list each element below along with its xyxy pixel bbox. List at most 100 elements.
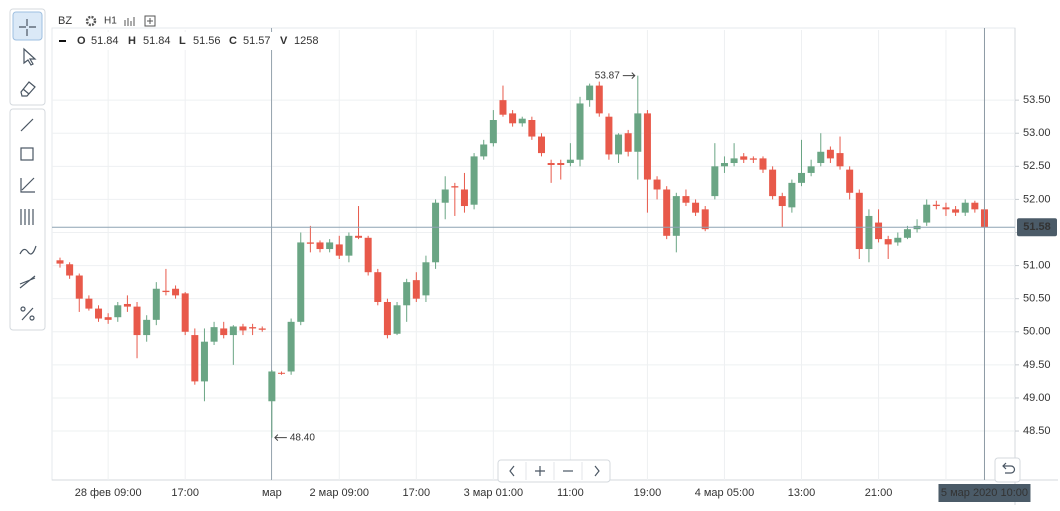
legend-key: H: [128, 35, 136, 47]
candle-body: [942, 207, 950, 210]
low-annotation: 48.40: [290, 432, 315, 443]
legend-key: C: [229, 35, 237, 47]
legend-key: V: [280, 35, 288, 47]
candle-body: [788, 182, 796, 208]
scroll-left[interactable]: [509, 465, 515, 477]
candle-body: [277, 372, 285, 374]
x-tick-label: 17:00: [403, 487, 431, 499]
eraser-tool[interactable]: [20, 81, 36, 97]
candle-body: [95, 308, 103, 319]
candle-body: [749, 158, 757, 160]
channel-tool[interactable]: [19, 275, 36, 289]
candle-body: [711, 166, 719, 197]
interval[interactable]: H1: [104, 16, 117, 27]
cycle-tool[interactable]: [20, 209, 34, 225]
candle-body: [836, 153, 844, 167]
candle-body: [875, 222, 883, 240]
candle-body: [903, 229, 911, 238]
crosshair-time: 5 мар 2020 10:00: [941, 487, 1028, 499]
candle-body: [114, 305, 122, 318]
candle-body: [229, 326, 237, 336]
high-annotation: 53.87: [595, 70, 620, 81]
candle-body: [672, 196, 680, 236]
pointer-tool[interactable]: [23, 47, 37, 66]
x-tick-label: 21:00: [865, 487, 893, 499]
percent-slash: [21, 307, 34, 321]
y-tick-label: 48.50: [1023, 425, 1051, 437]
candle-body: [952, 209, 960, 213]
crosshair-icon: [19, 19, 36, 36]
legend-key: O: [77, 35, 86, 47]
y-tick-label: 50.00: [1023, 326, 1051, 338]
pattern-tool[interactable]: [19, 245, 37, 255]
candle-body: [509, 113, 517, 124]
candle-body: [316, 242, 324, 250]
y-tick-label: 49.50: [1023, 359, 1051, 371]
y-tick-label: 53.50: [1023, 94, 1051, 106]
candle-body: [701, 209, 709, 230]
candle-body: [759, 158, 767, 170]
candle-body: [143, 319, 151, 336]
candle-body: [730, 158, 738, 164]
candle-body: [268, 371, 276, 402]
y-tick-label: 50.50: [1023, 293, 1051, 305]
candle-body: [133, 306, 141, 336]
y-tick-label: 52.50: [1023, 160, 1051, 172]
candle-body: [720, 163, 728, 167]
candle-body: [528, 120, 536, 137]
candle-body: [441, 189, 449, 203]
y-tick-label: 51.00: [1023, 259, 1051, 271]
candle-body: [769, 169, 777, 197]
candle-body: [75, 275, 83, 299]
x-tick-label: 19:00: [634, 487, 662, 499]
percent-tool[interactable]: [20, 306, 35, 321]
plot-frame: [51, 27, 1016, 481]
candle-body: [172, 288, 180, 296]
indicators-icon[interactable]: [124, 17, 135, 26]
candle-body: [403, 282, 411, 306]
candle-body: [152, 288, 160, 320]
candle-body: [634, 113, 642, 152]
toolbar-group: [9, 108, 46, 331]
rectangle-tool[interactable]: [20, 147, 34, 161]
candle-body: [66, 264, 74, 276]
percent-dot: [29, 315, 35, 321]
toolbar: [9, 8, 46, 331]
legend-value: 1258: [294, 35, 318, 47]
candle-body: [865, 215, 873, 250]
candle-body: [894, 237, 902, 243]
line-tool[interactable]: [20, 118, 34, 132]
legend-value: 51.84: [143, 35, 171, 47]
x-tick-label: мар: [262, 487, 282, 499]
candle-body: [798, 172, 806, 183]
x-tick-label: 17:00: [171, 487, 199, 499]
scroll-right[interactable]: [594, 465, 600, 477]
candle-body: [104, 317, 112, 320]
zoom-in[interactable]: [535, 466, 545, 476]
candle-body: [846, 169, 854, 193]
settings-icon[interactable]: [85, 15, 97, 27]
candle-body: [383, 301, 391, 336]
x-tick-label: 2 мар 09:00: [309, 487, 369, 499]
fib-tool[interactable]: [20, 177, 35, 193]
candle-body: [566, 159, 574, 164]
candle-body: [740, 156, 748, 160]
candle-body: [605, 116, 613, 155]
candle-body: [200, 341, 208, 382]
candle-body: [778, 196, 786, 207]
reset-button[interactable]: [994, 457, 1021, 483]
legend-bg: [56, 32, 324, 50]
zoom-nav: [497, 459, 611, 483]
candle-body: [538, 136, 545, 154]
candle-body: [557, 163, 565, 165]
candle-body: [432, 202, 440, 263]
candle-body: [191, 335, 199, 382]
candle-body: [682, 196, 690, 203]
add-icon[interactable]: [144, 15, 156, 27]
y-tick-label: 52.00: [1023, 193, 1051, 205]
x-tick-label: 3 мар 01:00: [464, 487, 524, 499]
high-arrow: [622, 72, 636, 80]
candle-body: [451, 186, 459, 188]
candle-body: [499, 100, 507, 115]
